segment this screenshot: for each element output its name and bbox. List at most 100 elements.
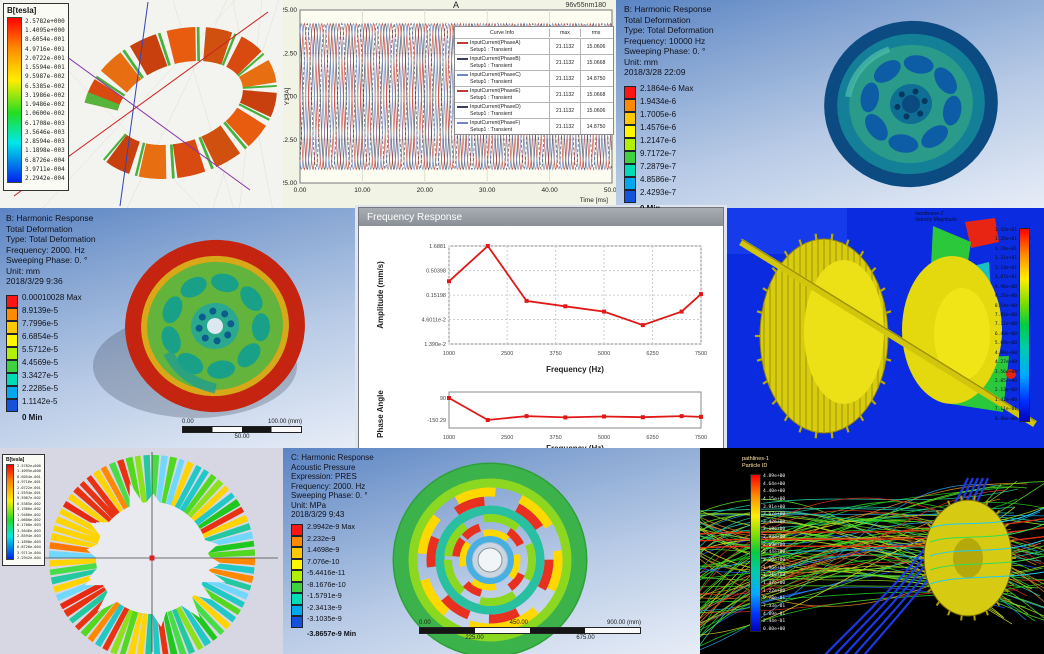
- legend-title: B[tesla]: [6, 457, 25, 463]
- colorbar-value: 7.83e+00: [994, 312, 1017, 318]
- curve-max: 21.1132: [549, 55, 580, 70]
- header-line: C: Harmonic Response: [291, 453, 374, 462]
- colorbar-label: 2.9942e-9 Max: [307, 522, 355, 531]
- header-line: Frequency: 2000. Hz: [6, 244, 85, 255]
- curve-info-header: Curve Info max rms: [455, 27, 613, 39]
- window-title: Frequency Response: [367, 211, 463, 223]
- colorbar-swatch: [291, 604, 303, 616]
- svg-text:-12.50: -12.50: [283, 137, 297, 144]
- svg-text:0.50398: 0.50398: [426, 269, 446, 275]
- header-line: Expression: PRES: [291, 472, 357, 481]
- cfd-3d-viewport[interactable]: [727, 208, 1044, 448]
- colorbar-label: -8.1676e-10: [307, 579, 346, 589]
- legend-value: 1.5594e-001: [17, 491, 41, 496]
- colorbar-band: -1.5791e-9: [291, 591, 356, 605]
- colorbar-label: 8.9139e-5: [22, 306, 59, 315]
- ruler-bar: [419, 627, 641, 634]
- colorbar-band: 2.4293e-7: [624, 188, 693, 203]
- pathlines-3d-viewport[interactable]: [700, 448, 1044, 654]
- curve-info-rows: InputCurrent(PhaseA) Setup1 : Transient …: [455, 39, 613, 134]
- ruler-q3: 675.00: [576, 635, 595, 641]
- legend-value: 6.8726e-004: [17, 545, 41, 550]
- ruler-bar: [182, 426, 302, 433]
- header-line: Sweeping Phase: 0. °: [624, 46, 706, 56]
- legend-gradient-bar: [6, 464, 14, 560]
- header-line: Frequency: 2000. Hz: [291, 481, 366, 491]
- window-titlebar[interactable]: Frequency Response: [359, 208, 723, 226]
- curve-info-row: InputCurrent(PhaseB) Setup1 : Transient …: [455, 55, 613, 71]
- legend-value: 2.0722e-001: [25, 54, 65, 62]
- curve-line-sample: [457, 57, 468, 60]
- curve-info-row: InputCurrent(PhaseC) Setup1 : Transient …: [455, 71, 613, 87]
- legend-value: 6.1708e-003: [17, 523, 41, 528]
- colorbar-value: 4.89e+00: [763, 474, 786, 479]
- ruler-end: 900.00 (mm): [606, 620, 641, 626]
- colorbar-value: 4.64e+00: [763, 481, 786, 487]
- curve-info-row: InputCurrent(PhaseF) Setup1 : Transient …: [455, 119, 613, 134]
- header-line: 2018/3/29 9:36: [6, 276, 63, 286]
- colorbar-label: 4.8586e-7: [640, 175, 677, 184]
- colorbar-swatch: [291, 593, 303, 605]
- colorbar-band: 2.2285e-5: [6, 384, 82, 399]
- colorbar-label: 1.9434e-6: [640, 97, 677, 106]
- colorbar-value: 1.07e+01: [994, 275, 1017, 281]
- header-line: Sweeping Phase: 0. °: [291, 491, 368, 500]
- colorbar-label: 5.5712e-5: [22, 345, 59, 354]
- svg-text:A: A: [453, 0, 459, 10]
- curve-line-sample: [457, 41, 468, 44]
- header-line: B: Harmonic Response: [6, 213, 94, 223]
- legend-value: 1.0600e-002: [17, 518, 41, 523]
- ring-field-viewport[interactable]: [0, 448, 283, 654]
- colorbar-label: 0.00010028 Max: [22, 293, 82, 302]
- colorbar-band: 4.4569e-5: [6, 358, 82, 373]
- colorbar-band: 1.9434e-6: [624, 97, 693, 112]
- colorbar-value: 0.00e+00: [994, 416, 1017, 422]
- colorbar-label: 1.7005e-6: [640, 110, 677, 119]
- header-line: 2018/3/28 22:09: [624, 67, 686, 77]
- curve-rms: 14.8750: [580, 119, 611, 134]
- colorbar-value: 7.33e-01: [763, 603, 786, 609]
- svg-text:4.6011e-2: 4.6011e-2: [422, 318, 446, 324]
- frequency-response-panel: Frequency Response 1000 2500 3750 5000 6250 7…: [355, 205, 727, 455]
- cfd-velocity-panel: membrane-2 Velocity Magnitude 1.42e+01 1.3…: [727, 208, 1044, 448]
- velocity-gradient-bar: [1019, 228, 1030, 422]
- header-line: Velocity Magnitude: [915, 217, 957, 223]
- legend-value: 2.5782e+000: [25, 18, 65, 25]
- curve-setup: Setup1 : Transient: [470, 94, 513, 101]
- colorbar-value: 2.13e+00: [994, 388, 1017, 394]
- colorbar-value: 7.11e+00: [994, 322, 1017, 328]
- header-line: Sweeping Phase: 0. °: [6, 255, 88, 265]
- particle-id-colorbar: 4.89e+00 4.64e+00 4.40e+00 4.15e+00 3.91e+00…: [750, 474, 787, 632]
- rotor-3d-viewport[interactable]: [616, 0, 1044, 208]
- ruler-start: 0.00: [182, 419, 194, 425]
- colorbar-band: 9.7172e-7: [624, 149, 693, 164]
- colorbar-label: 1.1142e-5: [22, 397, 58, 406]
- svg-text:6250: 6250: [646, 351, 658, 357]
- header-line: 2018/3/29 9:43: [291, 510, 345, 519]
- pressure-colorbar: 2.9942e-9 Max 2.232e-9 1.4698e-9: [291, 522, 356, 638]
- result-header: C: Harmonic Response Acoustic Pressure Exp…: [291, 453, 374, 520]
- colorbar-band: 1.2147e-6: [624, 136, 693, 151]
- colorbar-band: -8.1676e-10: [291, 579, 356, 593]
- curve-line-sample: [457, 121, 468, 124]
- legend-gradient-bar: [7, 17, 22, 183]
- header-line: B: Harmonic Response: [624, 4, 712, 14]
- svg-text:40.00: 40.00: [541, 187, 558, 194]
- ruler-mid: 50.00: [234, 434, 250, 440]
- colorbar-swatch: [291, 558, 303, 570]
- legend-value: 2.2942e-004: [17, 555, 41, 560]
- result-header: B: Harmonic Response Total Deformation Typ…: [624, 4, 714, 78]
- colorbar-value: 1.14e+01: [994, 265, 1017, 271]
- legend-value: 1.1898e-003: [25, 147, 65, 155]
- colorbar-value: 5.69e+00: [994, 341, 1017, 347]
- svg-text:90: 90: [440, 396, 446, 402]
- legend-value: 1.4095e+000: [17, 469, 41, 474]
- maxwell-torus-viewport[interactable]: [0, 0, 283, 208]
- legend-value: 6.5385e-002: [17, 501, 41, 506]
- scale-ruler: 0.00 450.00 900.00 (mm) 225.00 675.00: [419, 620, 641, 641]
- svg-text:2500: 2500: [501, 435, 513, 441]
- colorbar-label: 4.4569e-5: [22, 358, 59, 367]
- disc-3d-viewport[interactable]: [283, 448, 700, 654]
- curve-name: InputCurrent(PhaseF): [470, 120, 521, 126]
- wheel-3d-viewport[interactable]: [0, 208, 355, 448]
